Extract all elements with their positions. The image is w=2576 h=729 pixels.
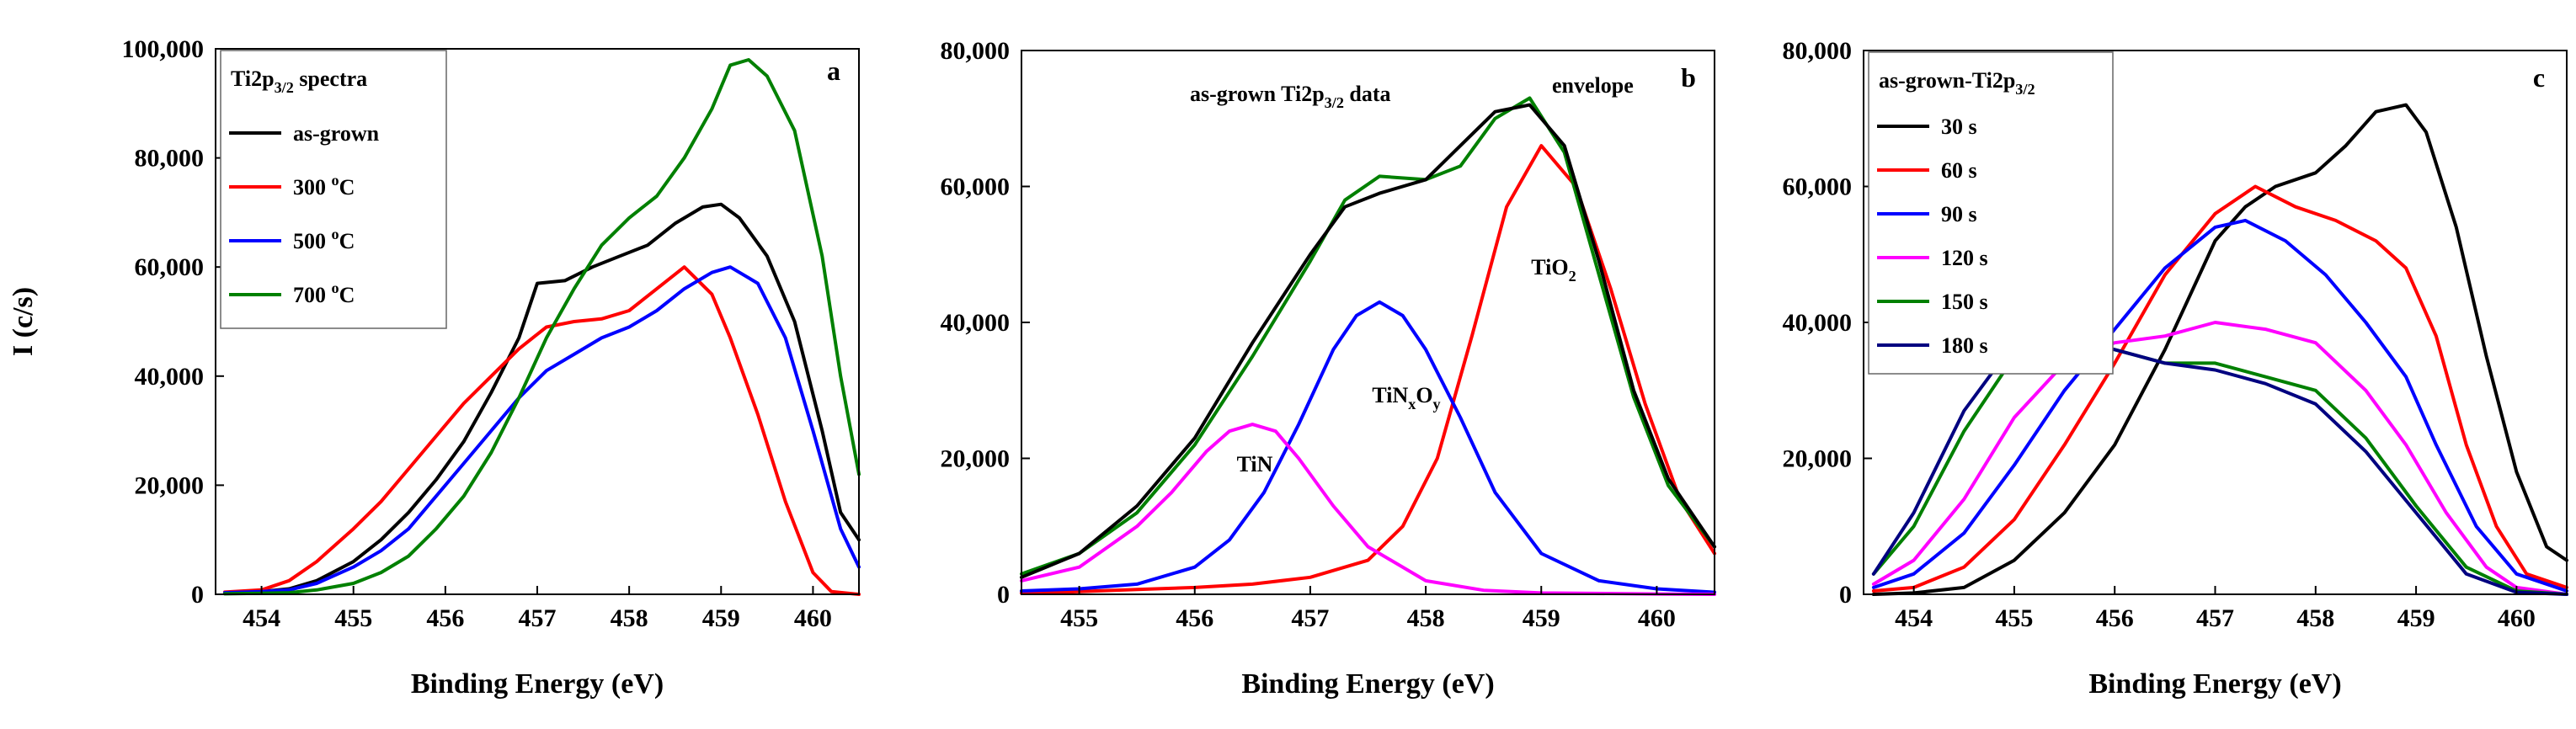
y-tick-label: 20,000	[135, 471, 205, 499]
series-line-c-5	[1871, 334, 2568, 596]
x-tick-label: 460	[1638, 604, 1676, 632]
y-tick-label: 20,000	[1783, 445, 1853, 473]
series-line-a-3	[222, 58, 861, 596]
panel-b-chart: 455 456 457 458 459 460 0 20,000 40,000 60,000 80,…	[941, 37, 1716, 700]
legend-c: as-grown-Ti2p3/2 30 s 60 s 90 s 120 s 150 s 18…	[1868, 51, 2114, 375]
y-tick-label: 60,000	[1783, 173, 1853, 201]
x-tick-label: 454	[1895, 604, 1933, 632]
y-tick-label: 40,000	[941, 309, 1011, 337]
x-tick-label: 459	[1523, 604, 1560, 632]
y-tick-label: 60,000	[941, 173, 1011, 201]
series-line-b-0	[1020, 144, 1716, 595]
series-line-c-3	[1871, 321, 2568, 596]
series-line-c-1	[1871, 184, 2568, 593]
annotation-tinxoy: TiNxOy	[1372, 383, 1440, 412]
series-line-b-2	[1020, 423, 1716, 596]
y-tick-label: 100,000	[122, 35, 205, 63]
legend-entry-label: 60 s	[1941, 158, 1977, 183]
series-line-c-0	[1871, 103, 2568, 596]
series-line-b-4	[1020, 103, 1716, 579]
x-tick-label: 456	[1176, 604, 1213, 632]
legend-entry-label: 30 s	[1941, 114, 1977, 139]
legend-a: Ti2p3/2 spectra as-grown 300 oC 500 oC 700 o…	[220, 50, 447, 329]
x-tick-label: 459	[702, 604, 740, 632]
legend-title: Ti2p3/2 spectra	[231, 67, 367, 96]
y-tick-label: 40,000	[1783, 309, 1853, 337]
legend-entry-label: 300 oC	[293, 172, 355, 200]
panel-c-chart: 454 455 456 457 458 459 460 0 20,000 40,000 60,000…	[1783, 37, 2568, 700]
annotation-envelope: envelope	[1552, 73, 1634, 98]
x-tick-label: 458	[611, 604, 648, 632]
series-line-a-0	[222, 202, 861, 595]
x-tick-label: 455	[334, 604, 372, 632]
y-tick-label: 80,000	[135, 145, 205, 173]
annotation-tio2: TiO2	[1531, 255, 1576, 285]
x-tick-label: 455	[1060, 604, 1098, 632]
legend-entry-label: 120 s	[1941, 246, 1988, 270]
y-tick-label: 0	[191, 581, 204, 609]
x-tick-label: 457	[519, 604, 557, 632]
x-tick-label: 454	[243, 604, 280, 632]
x-tick-label: 459	[2397, 604, 2435, 632]
panel-letter: a	[827, 56, 840, 86]
y-tick-label: 60,000	[135, 253, 205, 281]
y-tick-label: 0	[997, 581, 1010, 609]
annotation-tin: TiN	[1237, 452, 1273, 476]
y-axis-title: I (c/s)	[8, 287, 39, 356]
x-tick-label: 456	[426, 604, 464, 632]
y-tick-label: 20,000	[941, 445, 1011, 473]
series-line-b-3	[1020, 96, 1716, 576]
x-tick-label: 457	[2196, 604, 2234, 632]
x-tick-label: 458	[2296, 604, 2334, 632]
x-tick-label: 460	[794, 604, 832, 632]
series-line-c-2	[1871, 218, 2568, 593]
x-tick-label: 456	[2096, 604, 2134, 632]
panel-letter: c	[2533, 62, 2545, 93]
plot-frame-b	[1021, 50, 1715, 595]
legend-entry-label: 150 s	[1941, 290, 1988, 314]
x-axis-title: Binding Energy (eV)	[1241, 668, 1494, 700]
series-line-a-1	[222, 265, 861, 596]
panel-letter: b	[1681, 62, 1696, 93]
x-axis-title: Binding Energy (eV)	[2088, 668, 2341, 700]
legend-entry-label: as-grown	[293, 121, 380, 146]
y-tick-label: 40,000	[135, 363, 205, 391]
y-tick-label: 80,000	[941, 37, 1011, 65]
x-axis-title: Binding Energy (eV)	[411, 668, 664, 700]
panel-a-chart: 454 455 456 457 458 459 460 0 20,000 40,000 60,000…	[8, 35, 861, 700]
x-tick-label: 455	[1995, 604, 2033, 632]
y-tick-label: 80,000	[1783, 37, 1853, 65]
legend-entry-label: 500 oC	[293, 226, 355, 253]
series-line-b-1	[1020, 300, 1716, 594]
series-line-a-2	[222, 265, 861, 595]
legend-title: as-grown-Ti2p3/2	[1879, 68, 2035, 98]
series-line-c-4	[1871, 341, 2568, 596]
legend-box	[220, 50, 447, 329]
legend-entry-label: 180 s	[1941, 333, 1988, 358]
x-tick-label: 460	[2498, 604, 2536, 632]
y-tick-label: 0	[1839, 581, 1852, 609]
annotation-data: as-grown Ti2p3/2 data	[1190, 82, 1391, 111]
legend-entry-label: 700 oC	[293, 279, 355, 307]
x-tick-label: 458	[1407, 604, 1445, 632]
legend-entry-label: 90 s	[1941, 202, 1977, 226]
x-tick-label: 457	[1291, 604, 1329, 632]
